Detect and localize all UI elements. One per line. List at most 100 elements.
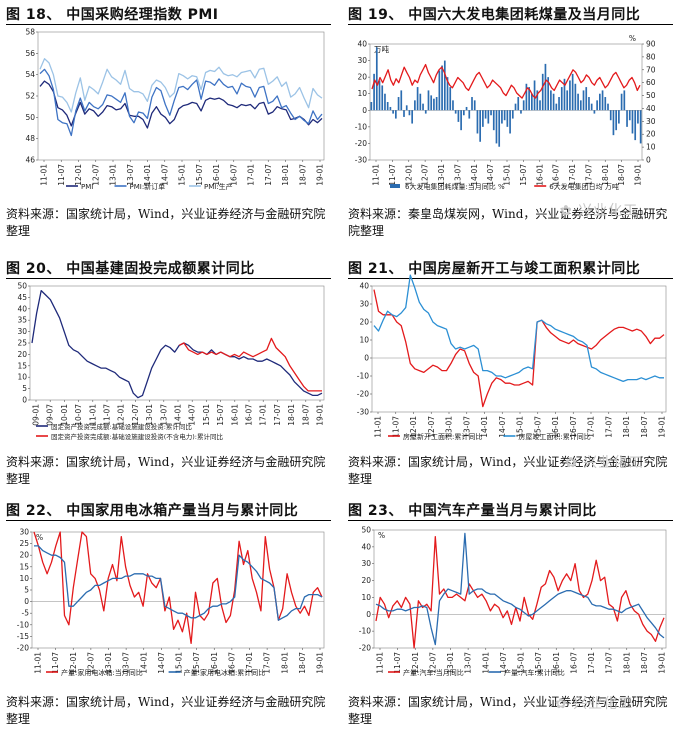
bar: [585, 87, 588, 111]
y2-tick-label: 50: [646, 91, 656, 100]
bar: [593, 110, 596, 114]
y-tick-label: 50: [361, 526, 371, 535]
y2-tick-label: 60: [646, 78, 656, 87]
bar: [443, 60, 446, 111]
x-tick-label: 14-07: [498, 416, 507, 438]
x-tick-label: 14-01: [174, 404, 183, 426]
bar: [631, 110, 634, 134]
bar: [582, 90, 585, 111]
series-line: [33, 531, 323, 645]
bar: [487, 110, 490, 124]
x-tick-label: 17-07: [273, 404, 282, 426]
bar: [547, 77, 550, 111]
x-tick-label: 18-07: [298, 652, 307, 674]
bar: [446, 77, 449, 111]
x-tick-label: 14-01: [481, 652, 490, 674]
bar: [482, 110, 484, 127]
bar: [544, 63, 547, 111]
legend-label: PMI:新订单: [130, 182, 166, 191]
x-tick-label: 17-07: [604, 416, 613, 438]
x-tick-label: 18-07: [640, 652, 649, 674]
series-line: [373, 274, 664, 383]
bar: [579, 100, 582, 111]
bar: [588, 97, 590, 111]
bar: [506, 110, 509, 127]
x-tick-label: 14-01: [143, 164, 152, 186]
x-tick-label: 16-01: [535, 164, 544, 186]
x-tick-label: 18-01: [287, 404, 296, 426]
bar: [433, 98, 435, 111]
y-tick-label: 0: [24, 597, 29, 606]
bar: [539, 100, 541, 111]
chart-title: 图 23、 中国汽车产量当月与累计同比: [348, 503, 597, 519]
x-tick-label: 11-01: [374, 416, 383, 438]
chart-panel-21: 图 21、 中国房屋新开工与竣工面积累计同比 -30 -20 -10 0 10 20 30 4…: [348, 258, 673, 486]
bar: [618, 110, 620, 124]
chart-c20: 0 5 10 15 20 25 30 35 40 45 50 09-01 09-07 10-01 10-07…: [17, 282, 324, 442]
x-tick-label: 13-01: [109, 164, 118, 186]
y-tick-label: 30: [359, 300, 369, 309]
bar: [634, 110, 637, 141]
bar: [400, 90, 403, 111]
chart-title: 图 19、 中国六大发电集团耗煤量及当月同比: [348, 7, 641, 23]
bar: [558, 97, 560, 111]
bar: [386, 102, 389, 111]
y-tick-label: 25: [19, 539, 29, 548]
bar: [373, 73, 375, 111]
x-tick-label: 12-01: [117, 404, 126, 426]
x-tick-label: 12-01: [411, 652, 420, 674]
bar: [389, 106, 392, 111]
bar: [473, 100, 476, 111]
bar: [550, 90, 552, 111]
series-line: [375, 532, 665, 646]
x-tick-label: 15-07: [192, 652, 201, 674]
y-unit-label: %: [36, 533, 43, 542]
y-tick-label: 48: [25, 134, 35, 143]
x-tick-label: 13-07: [464, 652, 473, 674]
bar: [609, 110, 612, 121]
y2-tick-label: 30: [646, 117, 656, 126]
x-tick-label: 13-01: [437, 164, 446, 186]
bar: [392, 110, 394, 114]
y-tick-label: 46: [25, 156, 35, 165]
bar: [552, 93, 555, 111]
x-tick-label: 15-07: [533, 416, 542, 438]
x-tick-label: 19-01: [316, 652, 325, 674]
x-tick-label: 16-01: [212, 164, 221, 186]
x-tick-label: 19-01: [316, 164, 325, 186]
x-tick-label: 14-07: [499, 652, 508, 674]
bar: [596, 100, 598, 111]
legend-label: 产量:汽车:当月同比: [403, 668, 464, 677]
chart-panel-23: 图 23、 中国汽车产量当月与累计同比 -20 -10 0 10 20 30 40 50% 11…: [348, 500, 673, 728]
y-unit-label: %: [378, 531, 385, 540]
chart-panel-19: 图 19、 中国六大发电集团耗煤量及当月同比 -30 -20 -10 0 10 20 30 4…: [348, 4, 673, 238]
x-tick-label: 15-07: [195, 164, 204, 186]
legend-label: 产量:家用电冰箱:当月同比: [61, 668, 143, 677]
bar: [457, 110, 460, 122]
y-tick-label: 0: [366, 610, 371, 619]
y2-unit-label: %: [629, 34, 636, 43]
chart-c18: 46 48 50 52 54 56 58 11-01 11-07 12-01 12-07 13-01 1…: [25, 28, 325, 192]
x-tick-label: 14-07: [160, 164, 169, 186]
x-tick-label: 16-01: [552, 652, 561, 674]
bar: [414, 100, 416, 111]
legend-label: PMI:生产: [204, 182, 233, 191]
y-tick-label: -20: [359, 644, 371, 653]
legend-label: 房屋竣工面积:累计同比: [518, 432, 590, 441]
source-note: 资料来源：秦皇岛煤炭网，Wind，兴业证券经济与金融研究院整理: [348, 207, 668, 238]
bar: [476, 110, 479, 134]
y2-tick-label: 20: [646, 130, 656, 139]
y-tick-label: 35: [17, 316, 27, 325]
series-line: [371, 63, 641, 99]
x-tick-label: 11-01: [376, 652, 385, 674]
x-tick-label: 18-01: [281, 164, 290, 186]
bar: [422, 103, 424, 111]
x-tick-label: 11-07: [57, 164, 66, 186]
bar: [620, 93, 623, 111]
plot-frame: [373, 529, 667, 649]
y-tick-label: 30: [357, 56, 367, 65]
x-tick-label: 11-01: [372, 164, 381, 186]
source-note: 资料来源：国家统计局，Wind，兴业证券经济与金融研究院整理: [6, 207, 326, 238]
series-line: [39, 58, 323, 113]
bar: [438, 70, 441, 111]
